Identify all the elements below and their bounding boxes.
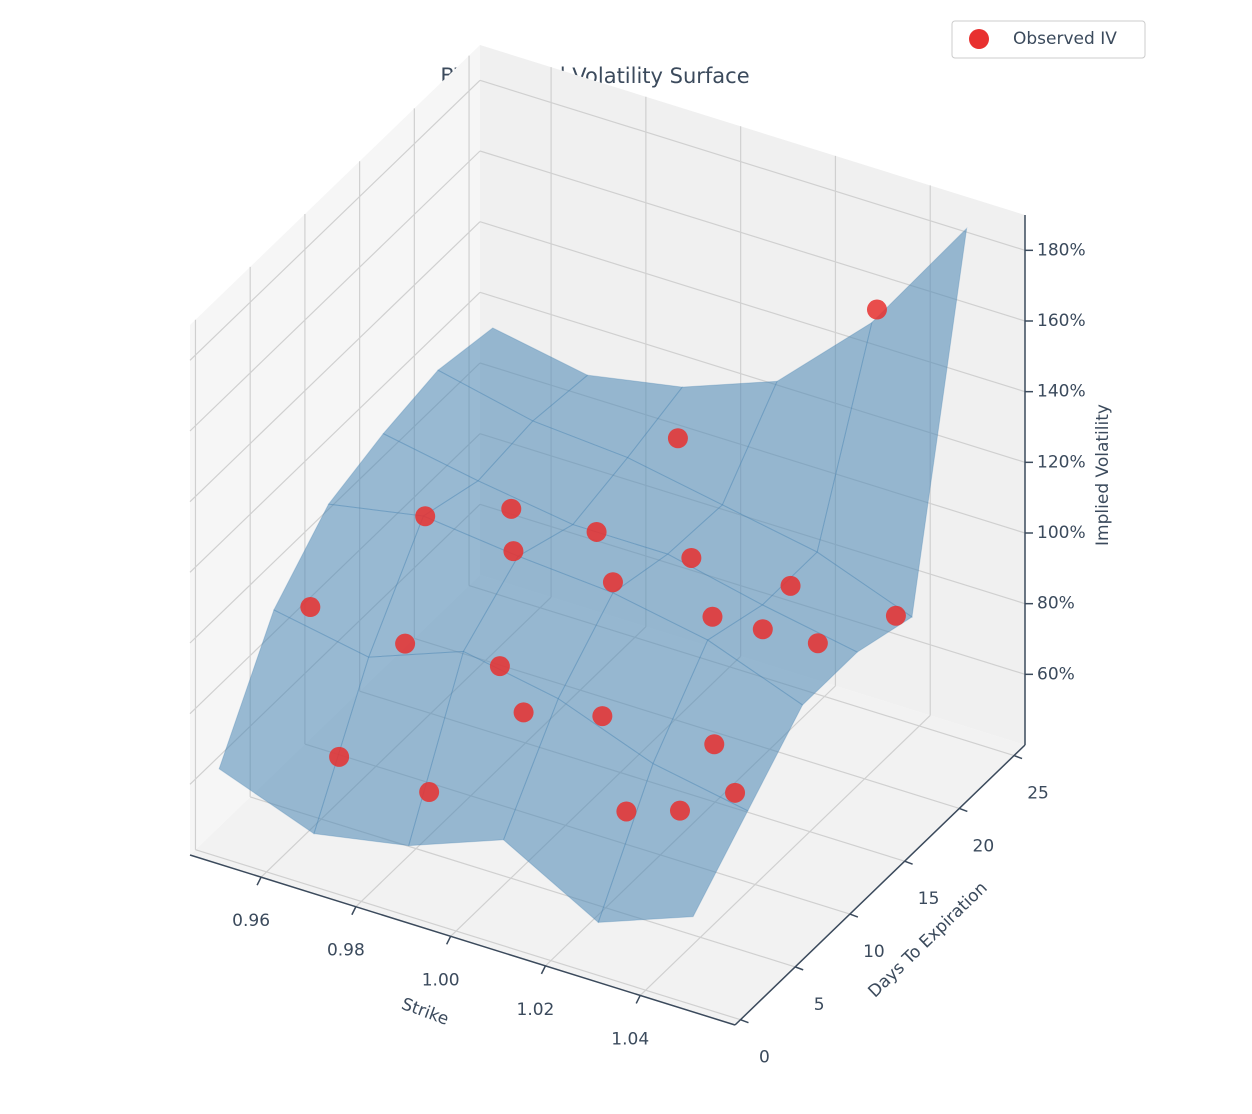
- y-tick-label: 0: [759, 1048, 770, 1068]
- grid-line: [189, 221, 481, 503]
- data-point: [419, 782, 440, 803]
- data-point: [329, 746, 350, 767]
- grid-line: [189, 79, 481, 361]
- data-point: [503, 541, 524, 562]
- legend-box: [951, 20, 1146, 59]
- data-point: [395, 633, 416, 654]
- data-point: [704, 734, 725, 755]
- data-point: [669, 800, 690, 821]
- legend-label: Observed IV: [1013, 29, 1117, 49]
- y-tick-label: 20: [973, 836, 995, 856]
- data-point: [725, 782, 746, 803]
- data-point: [752, 619, 773, 640]
- data-point: [807, 633, 828, 654]
- data-point: [501, 498, 522, 519]
- grid-line: [189, 291, 481, 573]
- y-tick-label: 5: [814, 995, 825, 1015]
- x-axis-label: Strike: [399, 994, 452, 1030]
- data-point: [681, 547, 702, 568]
- tick-mark: [794, 966, 804, 971]
- tick-mark: [540, 965, 547, 975]
- grid-line: [479, 79, 1026, 251]
- grid-line: [195, 849, 741, 1021]
- data-point: [513, 702, 534, 723]
- x-tick-label: 1.04: [611, 1029, 649, 1049]
- axis-line: [189, 854, 736, 1026]
- grid-line: [639, 715, 931, 996]
- grid-line: [189, 150, 481, 432]
- surface-patch: [816, 227, 968, 618]
- y-tick-label: 10: [863, 942, 885, 962]
- x-tick-label: 0.96: [232, 911, 270, 931]
- tick-mark: [635, 995, 641, 1004]
- tick-mark: [740, 1019, 749, 1024]
- tick-mark: [959, 807, 968, 813]
- data-point: [489, 656, 510, 677]
- data-point: [592, 706, 613, 727]
- y-tick-label: 25: [1027, 784, 1049, 804]
- data-point: [667, 428, 688, 449]
- legend-marker: [969, 29, 989, 49]
- axis-line: [734, 744, 1026, 1026]
- x-tick-label: 0.98: [327, 941, 365, 961]
- z-tick-label: 160%: [1037, 311, 1086, 331]
- data-point: [586, 521, 607, 542]
- z-tick-label: 60%: [1037, 664, 1075, 684]
- surface-patch: [761, 551, 913, 653]
- data-point: [616, 801, 637, 822]
- z-axis-label: Implied Volatility: [1093, 404, 1113, 546]
- y-tick-label: 15: [918, 889, 940, 909]
- data-point: [300, 597, 321, 618]
- z-tick-label: 140%: [1037, 382, 1086, 402]
- tick-mark: [256, 876, 262, 886]
- data-point: [866, 299, 887, 320]
- tick-mark: [849, 913, 859, 918]
- z-tick-label: 180%: [1037, 240, 1086, 260]
- x-tick-label: 1.00: [422, 970, 460, 990]
- z-tick-label: 120%: [1037, 452, 1086, 472]
- z-tick-label: 80%: [1037, 594, 1075, 614]
- data-point: [780, 575, 801, 596]
- data-point: [885, 605, 906, 626]
- data-point: [415, 506, 436, 527]
- tick-mark: [445, 935, 452, 945]
- tick-mark: [904, 860, 913, 865]
- data-point: [702, 606, 723, 627]
- surface-patch: [706, 604, 859, 706]
- z-tick-label: 100%: [1037, 523, 1086, 543]
- tick-mark: [1013, 754, 1023, 760]
- tick-mark: [351, 906, 357, 916]
- data-point: [602, 572, 623, 593]
- x-tick-label: 1.02: [517, 1000, 555, 1020]
